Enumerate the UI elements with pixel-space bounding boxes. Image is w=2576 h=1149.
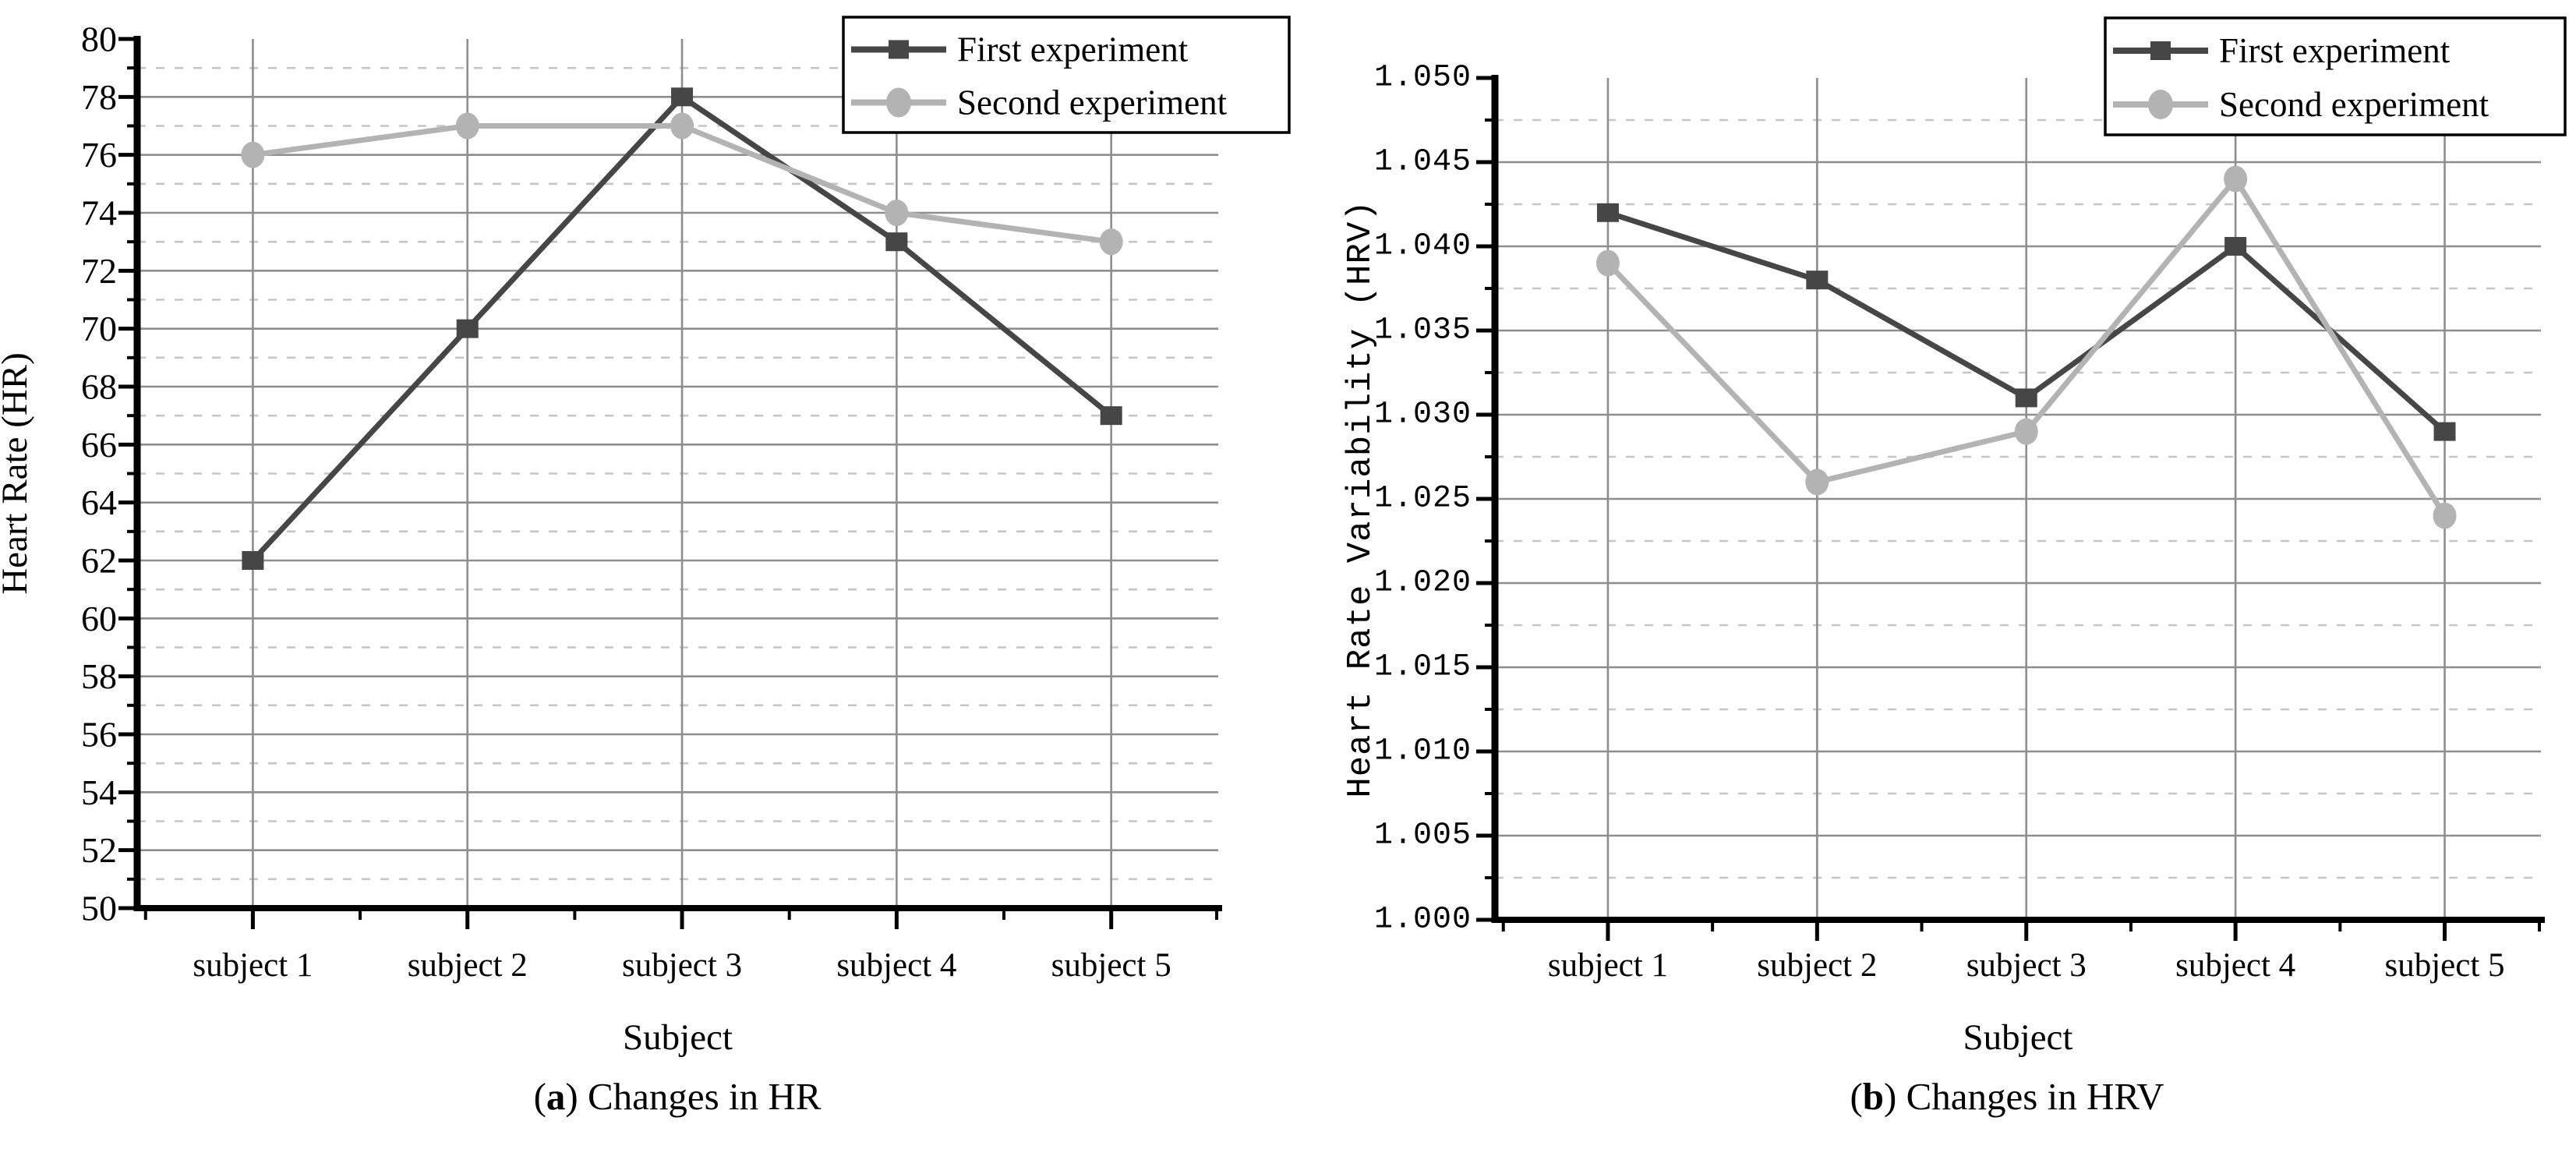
x-axis-title: Subject [1963,1017,2073,1058]
y-tick-label: 78 [81,77,117,117]
y-tick-label: 1.015 [1374,650,1472,685]
caption-b-close: ) [1884,1075,1897,1118]
y-tick-label: 74 [81,193,117,233]
caption-a-close: ) [565,1075,578,1118]
marker-circle-second-experiment [2433,502,2457,529]
y-axis-title: Heart Rate (HR) [0,352,35,595]
marker-circle-second-experiment [885,200,909,226]
marker-square-first-experiment [1596,203,1619,222]
x-tick-label: subject 2 [1757,947,1877,984]
marker-circle-second-experiment [455,112,479,140]
y-tick-label: 60 [81,599,117,638]
caption-b-letter: b [1862,1075,1885,1118]
y-tick-label: 56 [81,715,117,755]
marker-square-first-experiment [456,319,479,338]
y-tick-label: 1.005 [1374,818,1472,854]
y-tick-label: 72 [81,251,117,291]
y-tick-label: 68 [81,367,117,407]
legend-label-first-experiment: First experiment [2219,31,2451,70]
marker-square-first-experiment [1100,406,1122,426]
x-tick-label: subject 5 [2385,947,2505,984]
y-tick-label: 1.010 [1374,734,1472,769]
legend-marker-circle [886,87,911,118]
x-tick-label: subject 1 [1548,947,1668,984]
y-tick-label: 1.050 [1374,61,1472,96]
marker-circle-second-experiment [2224,165,2248,193]
legend-marker-square [889,40,909,59]
y-tick-label: 1.025 [1374,482,1472,517]
caption-a-letter: a [546,1075,566,1118]
marker-square-first-experiment [242,551,264,570]
x-tick-label: subject 4 [836,947,956,984]
marker-square-first-experiment [1806,270,1829,290]
y-tick-label: 76 [81,135,117,175]
caption-b-text: Changes in HRV [1896,1075,2164,1118]
caption-b-open: ( [1850,1075,1863,1118]
y-tick-label: 1.000 [1374,903,1472,938]
marker-square-first-experiment [885,232,908,252]
marker-square-first-experiment [2433,422,2456,441]
y-tick-label: 1.040 [1374,229,1472,264]
legend-label-first-experiment: First experiment [957,30,1189,69]
legend-box [842,16,1291,134]
y-tick-label: 66 [81,425,117,465]
legend-marker-circle [2148,90,2173,119]
y-tick-label: 50 [81,889,117,928]
legend-marker-square [2150,41,2171,60]
marker-circle-second-experiment [241,141,265,168]
marker-circle-second-experiment [1099,228,1123,256]
marker-square-first-experiment [2224,237,2247,256]
x-tick-label: subject 4 [2175,947,2295,984]
legend-label-second-experiment: Second experiment [2219,85,2489,124]
caption-a-open: ( [533,1075,546,1118]
y-tick-label: 62 [81,541,117,581]
y-tick-label: 52 [81,830,117,870]
chart-hr: 50 52 54 56 58 60 62 64 66 68 70 72 74 76 78 80 subject … [0,16,1291,1058]
chart-hrv: 1.000 1.005 1.010 1.015 1.020 1.025 1.030 1.035… [1341,16,2567,1058]
y-tick-label: 64 [81,483,117,522]
x-tick-label: subject 1 [193,947,313,984]
x-axis-title: Subject [623,1017,733,1058]
marker-circle-second-experiment [2014,418,2038,445]
marker-square-first-experiment [2015,388,2037,408]
y-tick-label: 1.045 [1374,145,1472,180]
marker-circle-second-experiment [1595,249,1620,277]
marker-square-first-experiment [671,87,694,107]
y-tick-label: 1.020 [1374,566,1472,601]
y-tick-label: 1.035 [1374,313,1472,348]
x-tick-label: subject 5 [1051,947,1171,984]
y-tick-label: 1.030 [1374,398,1472,433]
y-axis-title: Heart Rate Variability (HRV) [1341,200,1380,797]
x-tick-label: subject 3 [1966,947,2087,984]
marker-circle-second-experiment [670,112,694,140]
caption-b: (b) Changes in HRV [1617,1074,2397,1119]
y-tick-label: 80 [81,19,117,59]
x-tick-label: subject 3 [622,947,742,984]
caption-a: (a) Changes in HR [288,1074,1067,1119]
marker-circle-second-experiment [1805,468,1829,496]
legend-box [2104,16,2567,136]
y-tick-label: 70 [81,309,117,348]
x-tick-label: subject 2 [408,947,528,984]
y-tick-label: 58 [81,656,117,696]
legend-label-second-experiment: Second experiment [957,83,1228,122]
y-tick-label: 54 [81,772,117,812]
caption-a-text: Changes in HR [578,1075,822,1118]
